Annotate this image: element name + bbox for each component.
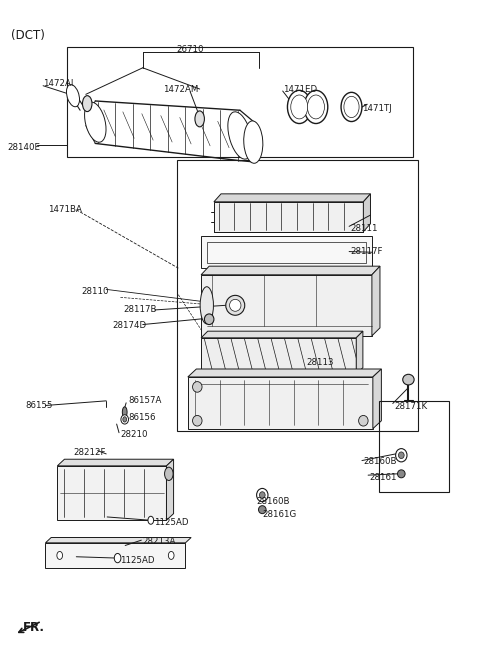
Ellipse shape	[114, 553, 121, 563]
Text: 28111: 28111	[350, 224, 378, 233]
Polygon shape	[188, 369, 382, 377]
Text: 28160B: 28160B	[363, 458, 397, 466]
Ellipse shape	[226, 295, 245, 315]
Polygon shape	[201, 266, 380, 275]
Ellipse shape	[260, 492, 265, 498]
Polygon shape	[167, 459, 174, 520]
Text: 28161: 28161	[370, 472, 397, 482]
Ellipse shape	[397, 470, 405, 478]
Polygon shape	[201, 331, 363, 338]
Ellipse shape	[121, 415, 129, 424]
Ellipse shape	[403, 375, 414, 385]
Bar	[379, 401, 449, 492]
Text: (DCT): (DCT)	[12, 29, 45, 42]
Ellipse shape	[84, 102, 106, 142]
Text: 28210: 28210	[120, 429, 148, 438]
Ellipse shape	[192, 381, 202, 392]
Text: 28117F: 28117F	[350, 247, 383, 256]
Text: 1471TJ: 1471TJ	[362, 104, 392, 114]
Ellipse shape	[165, 467, 173, 480]
Ellipse shape	[228, 112, 252, 159]
Text: 28110: 28110	[81, 287, 108, 296]
Polygon shape	[46, 543, 185, 568]
Ellipse shape	[398, 452, 404, 458]
Text: 1472AI: 1472AI	[43, 79, 73, 88]
Polygon shape	[363, 194, 371, 231]
Ellipse shape	[359, 415, 368, 426]
Text: FR.: FR.	[23, 622, 45, 634]
Text: 28174D: 28174D	[112, 320, 146, 330]
Text: 1125AD: 1125AD	[154, 518, 188, 527]
Ellipse shape	[259, 506, 266, 514]
Text: 28140E: 28140E	[8, 143, 40, 152]
Text: 1472AM: 1472AM	[163, 85, 198, 94]
Ellipse shape	[204, 314, 214, 324]
Polygon shape	[201, 275, 372, 336]
Text: 26710: 26710	[176, 45, 204, 54]
Ellipse shape	[148, 516, 154, 524]
Ellipse shape	[307, 95, 324, 119]
Bar	[207, 242, 366, 263]
Polygon shape	[214, 194, 371, 202]
Ellipse shape	[291, 95, 308, 119]
Ellipse shape	[57, 551, 62, 559]
Ellipse shape	[288, 90, 311, 124]
Ellipse shape	[66, 84, 80, 107]
Ellipse shape	[123, 417, 127, 422]
Polygon shape	[372, 266, 380, 336]
Ellipse shape	[341, 92, 362, 122]
Polygon shape	[57, 466, 167, 520]
Polygon shape	[356, 331, 363, 375]
Text: 28171K: 28171K	[394, 401, 427, 411]
Polygon shape	[201, 338, 356, 375]
Polygon shape	[214, 202, 363, 231]
Polygon shape	[46, 537, 191, 543]
Ellipse shape	[83, 96, 92, 112]
Polygon shape	[188, 377, 373, 429]
Ellipse shape	[244, 121, 263, 163]
Ellipse shape	[344, 96, 359, 118]
Bar	[201, 236, 372, 268]
Bar	[67, 47, 413, 157]
Text: 86157A: 86157A	[129, 396, 162, 405]
Ellipse shape	[192, 415, 202, 426]
Ellipse shape	[396, 449, 407, 462]
Ellipse shape	[200, 287, 214, 324]
Ellipse shape	[168, 551, 174, 559]
Text: 1471BA: 1471BA	[48, 205, 82, 214]
Ellipse shape	[195, 111, 204, 127]
Ellipse shape	[257, 488, 268, 502]
Bar	[178, 160, 419, 431]
Text: 28161G: 28161G	[263, 510, 297, 519]
Ellipse shape	[304, 90, 328, 124]
Polygon shape	[373, 369, 382, 429]
Text: 1471ED: 1471ED	[283, 84, 317, 94]
Text: 28117B: 28117B	[124, 306, 157, 314]
Polygon shape	[57, 459, 174, 466]
Text: 28212F: 28212F	[73, 448, 106, 457]
Text: 86156: 86156	[129, 413, 156, 422]
Text: 86155: 86155	[25, 401, 53, 410]
Text: 28160B: 28160B	[257, 497, 290, 506]
Ellipse shape	[122, 407, 127, 417]
Text: 28113: 28113	[306, 358, 334, 367]
Ellipse shape	[229, 299, 241, 311]
Text: 1125AD: 1125AD	[120, 555, 155, 565]
Text: 28213A: 28213A	[143, 537, 176, 546]
